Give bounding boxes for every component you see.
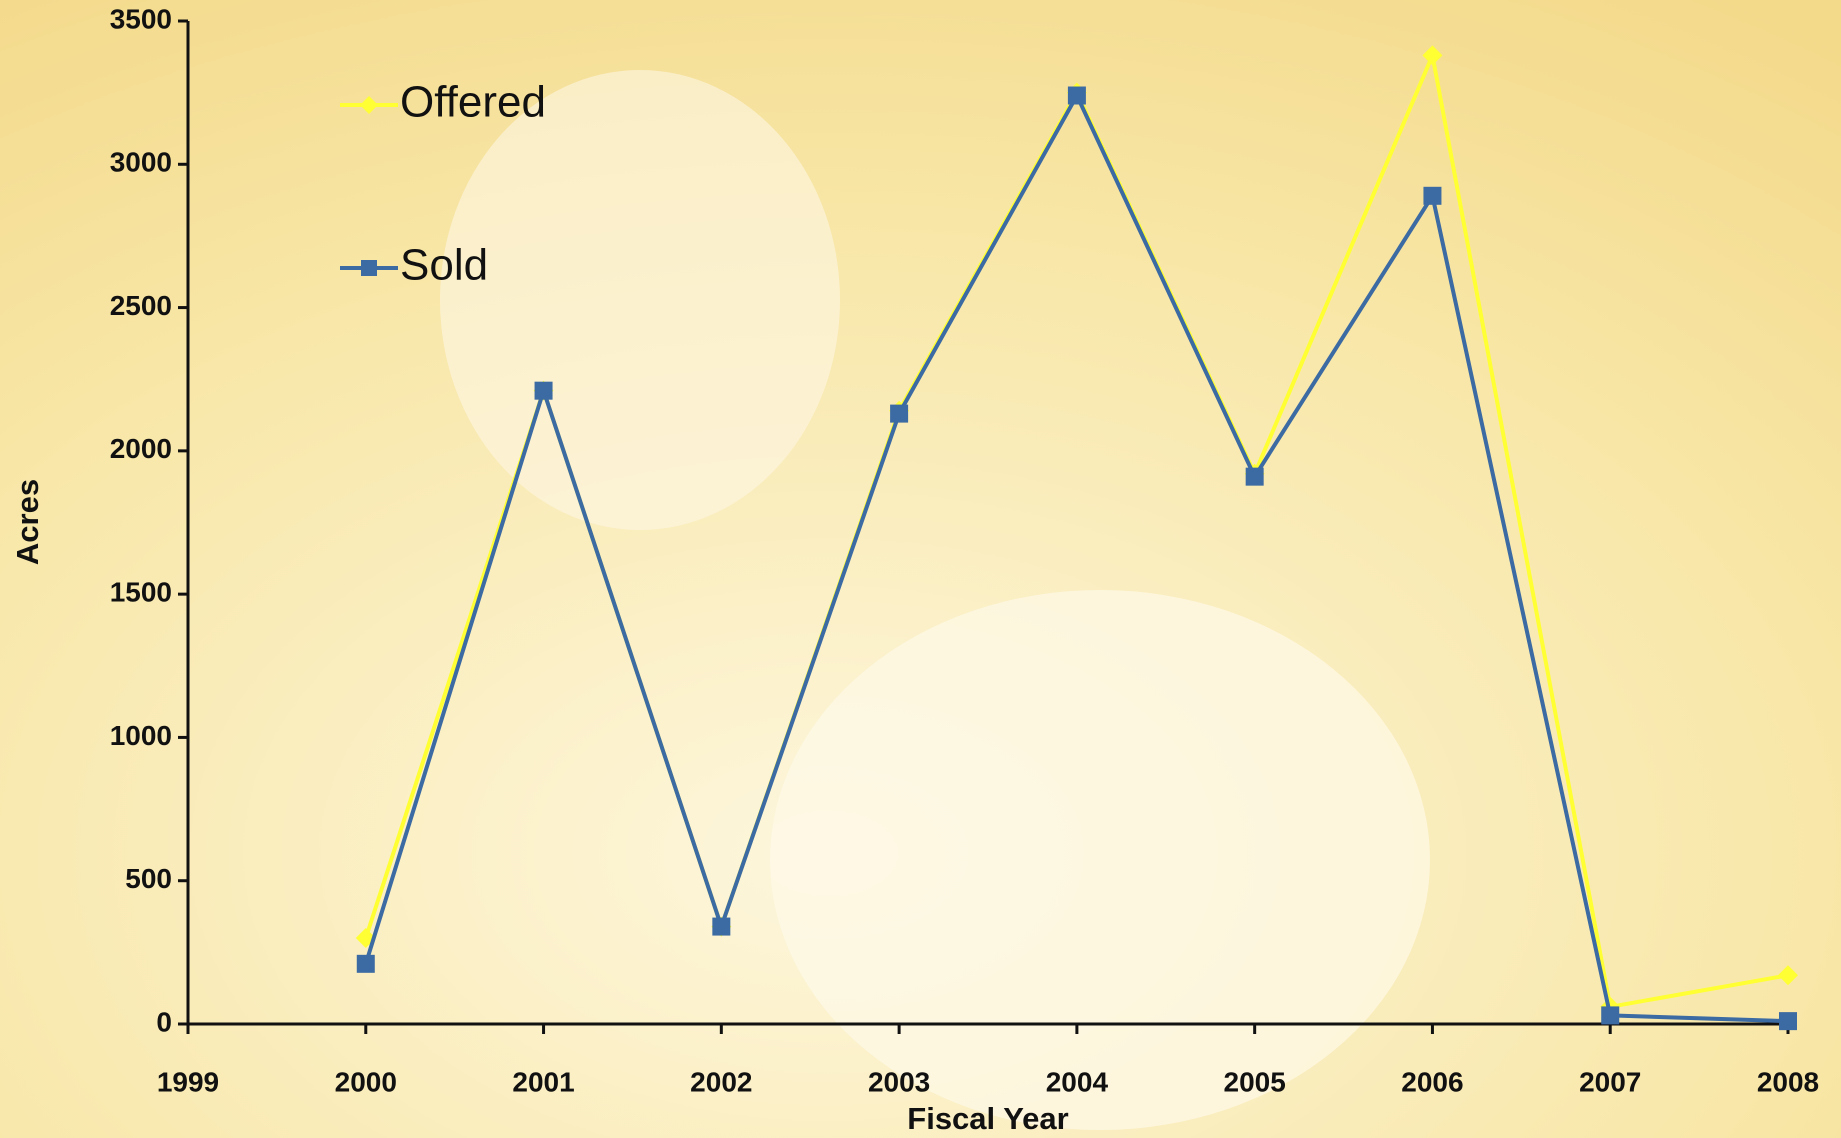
x-tick-label: 2008: [1757, 1066, 1819, 1097]
x-tick-label: 2000: [335, 1066, 397, 1097]
data-point: [1601, 1006, 1620, 1025]
y-tick-label: 0: [156, 1006, 172, 1037]
x-tick-label: 2001: [512, 1066, 574, 1097]
x-tick-label: 1999: [157, 1066, 219, 1097]
x-tick-label: 2006: [1401, 1066, 1463, 1097]
data-point: [1067, 86, 1086, 105]
x-tick-label: 2004: [1046, 1066, 1109, 1097]
y-tick-label: 3000: [110, 147, 172, 178]
background-decoration: [770, 590, 1430, 1130]
legend-marker: [361, 260, 377, 276]
data-point: [356, 954, 375, 973]
y-tick-label: 3500: [110, 3, 172, 34]
y-tick-label: 500: [125, 863, 172, 894]
background-decoration: [440, 70, 840, 530]
x-tick-label: 2005: [1224, 1066, 1286, 1097]
legend-label: Sold: [400, 241, 488, 290]
data-point: [1422, 45, 1443, 66]
x-tick-label: 2003: [868, 1066, 930, 1097]
data-point: [1423, 186, 1442, 205]
legend-marker: [360, 96, 378, 114]
y-tick-label: 2000: [110, 433, 172, 464]
x-tick-label: 2002: [690, 1066, 752, 1097]
x-tick-label: 2007: [1579, 1066, 1641, 1097]
y-tick-label: 1500: [110, 577, 172, 608]
data-point: [890, 404, 909, 423]
data-point: [1778, 965, 1798, 986]
legend-label: Offered: [400, 78, 546, 127]
data-point: [1779, 1012, 1797, 1031]
y-tick-label: 2500: [110, 290, 172, 321]
data-point: [712, 917, 731, 936]
y-axis-title: Acres: [10, 479, 45, 565]
y-tick-label: 1000: [110, 720, 172, 751]
x-axis-title: Fiscal Year: [907, 1101, 1068, 1136]
data-point: [534, 381, 553, 400]
data-point: [1245, 467, 1264, 486]
